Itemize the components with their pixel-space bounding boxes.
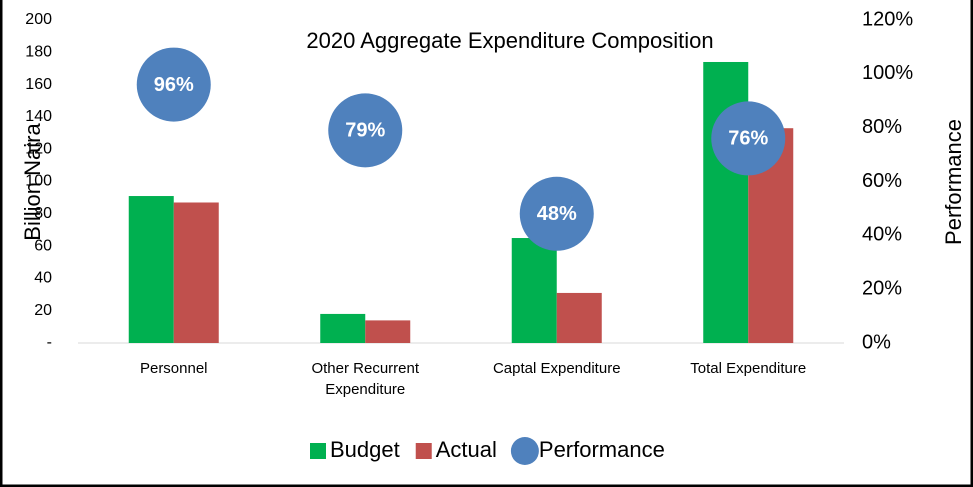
legend-label: Actual: [436, 437, 497, 462]
y-tick-label: 20: [34, 302, 52, 319]
y-tick-label: 120: [25, 140, 52, 157]
bar: [365, 320, 411, 343]
performance-marker: [136, 47, 211, 122]
y-tick-label: 160: [25, 76, 52, 93]
y-tick-label: 180: [25, 44, 52, 61]
performance-marker: [328, 93, 403, 168]
y2-tick-label: 100%: [862, 62, 913, 84]
legend-label: Performance: [539, 437, 665, 462]
bar: [511, 238, 557, 343]
y-tick-label: 200: [25, 11, 52, 28]
y-tick-label: 100: [25, 173, 52, 190]
data-label: 48%: [537, 203, 577, 225]
performance-marker: [711, 101, 786, 176]
bar: [556, 292, 602, 343]
chart-title: 2020 Aggregate Expenditure Composition: [306, 28, 713, 53]
legend-swatch: [415, 443, 432, 459]
y2-tick-label: 40%: [862, 224, 902, 246]
legend-swatch: [510, 437, 539, 465]
legend-swatch: [310, 443, 326, 459]
performance-marker: [519, 176, 594, 251]
y2-tick-label: 80%: [862, 116, 902, 138]
y-axis-label: Billion Naira: [20, 123, 45, 241]
legend-label: Budget: [330, 437, 400, 462]
x-tick-label: Total Expenditure: [690, 360, 807, 377]
data-label: 96%: [154, 74, 194, 96]
y-tick-label: -: [47, 334, 52, 351]
y2-tick-label: 120%: [862, 8, 913, 30]
bar: [128, 196, 174, 343]
data-label: 79%: [345, 120, 385, 142]
y-tick-label: 80: [34, 205, 52, 222]
y2-axis-label: Performance: [941, 119, 966, 245]
bar: [320, 313, 366, 343]
y2-tick-label: 60%: [862, 170, 902, 192]
y-tick-label: 60: [34, 237, 52, 254]
x-tick-label: Other Recurrent Expenditure: [311, 360, 420, 398]
y-tick-label: 40: [34, 270, 52, 287]
bar: [173, 202, 219, 343]
y2-tick-label: 0%: [862, 331, 891, 353]
x-tick-label: Personnel: [139, 360, 208, 377]
data-label: 76%: [728, 128, 768, 150]
x-tick-label: Captal Expenditure: [492, 360, 621, 377]
y2-tick-label: 20%: [862, 277, 902, 299]
y-tick-label: 140: [25, 108, 52, 125]
